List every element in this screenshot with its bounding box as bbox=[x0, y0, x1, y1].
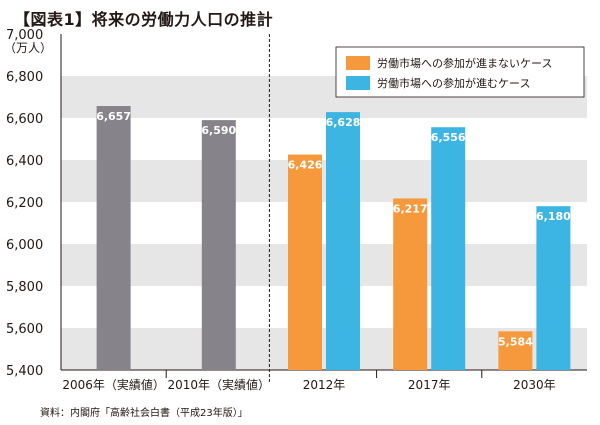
data-label: 5,584 bbox=[498, 335, 533, 348]
x-category-label: 2006年（実績値） bbox=[62, 377, 165, 392]
x-category-label: 2010年（実績値） bbox=[168, 377, 271, 392]
y-unit-label: （万人） bbox=[4, 41, 52, 55]
data-label: 6,590 bbox=[201, 124, 236, 137]
y-axis-ticks: 7,000 6,800 6,600 6,400 6,200 6,000 5,800 5,600… bbox=[6, 28, 43, 379]
x-axis-categories: 2006年（実績値） 2010年（実績値） 2012年 2017年 2030年 bbox=[62, 377, 555, 392]
y-tick-label: 6,200 bbox=[6, 196, 43, 211]
bar bbox=[201, 120, 236, 370]
data-label: 6,657 bbox=[96, 110, 131, 123]
bar bbox=[498, 331, 533, 370]
data-label: 6,556 bbox=[431, 131, 466, 144]
bar bbox=[536, 206, 571, 370]
y-tick-label: 6,000 bbox=[6, 238, 43, 253]
bar bbox=[288, 154, 322, 370]
x-category-label: 2017年 bbox=[408, 378, 451, 392]
legend-swatch-blue bbox=[346, 76, 370, 90]
y-tick-label: 7,000 bbox=[6, 28, 43, 43]
y-tick-label: 6,800 bbox=[6, 70, 43, 85]
legend-label-blue: 労働市場への参加が進むケース bbox=[377, 76, 530, 90]
y-tick-label: 5,800 bbox=[6, 280, 43, 295]
y-tick-label: 6,600 bbox=[6, 112, 43, 127]
grid-band bbox=[61, 244, 587, 286]
bar bbox=[96, 106, 131, 370]
legend-box bbox=[335, 46, 585, 98]
legend: 労働市場への参加が進まないケース 労働市場への参加が進むケース bbox=[335, 46, 585, 98]
y-tick-label: 5,400 bbox=[6, 364, 43, 379]
y-tick-label: 5,600 bbox=[6, 322, 43, 337]
data-labels: 6,657 6,590 6,426 6,628 6,217 6,556 5,584 6,180 bbox=[96, 110, 571, 348]
data-label: 6,628 bbox=[326, 116, 361, 129]
bars bbox=[96, 106, 571, 371]
legend-swatch-orange bbox=[346, 56, 370, 70]
grid-band bbox=[61, 160, 587, 202]
chart-title: 【図表1】将来の労働力人口の推計 bbox=[14, 10, 274, 29]
source-note: 資料：内閣府「高齢社会白書（平成23年版）」 bbox=[40, 408, 248, 419]
data-label: 6,180 bbox=[536, 210, 571, 223]
x-category-label: 2030年 bbox=[513, 378, 556, 392]
bar bbox=[393, 198, 428, 370]
y-tick-label: 6,400 bbox=[6, 154, 43, 169]
bar bbox=[326, 112, 360, 371]
data-label: 6,217 bbox=[393, 202, 428, 215]
bar bbox=[431, 127, 466, 371]
x-category-label: 2012年 bbox=[303, 378, 346, 392]
grid-bands bbox=[61, 76, 587, 370]
data-label: 6,426 bbox=[288, 159, 323, 172]
legend-label-orange: 労働市場への参加が進まないケース bbox=[377, 56, 552, 70]
